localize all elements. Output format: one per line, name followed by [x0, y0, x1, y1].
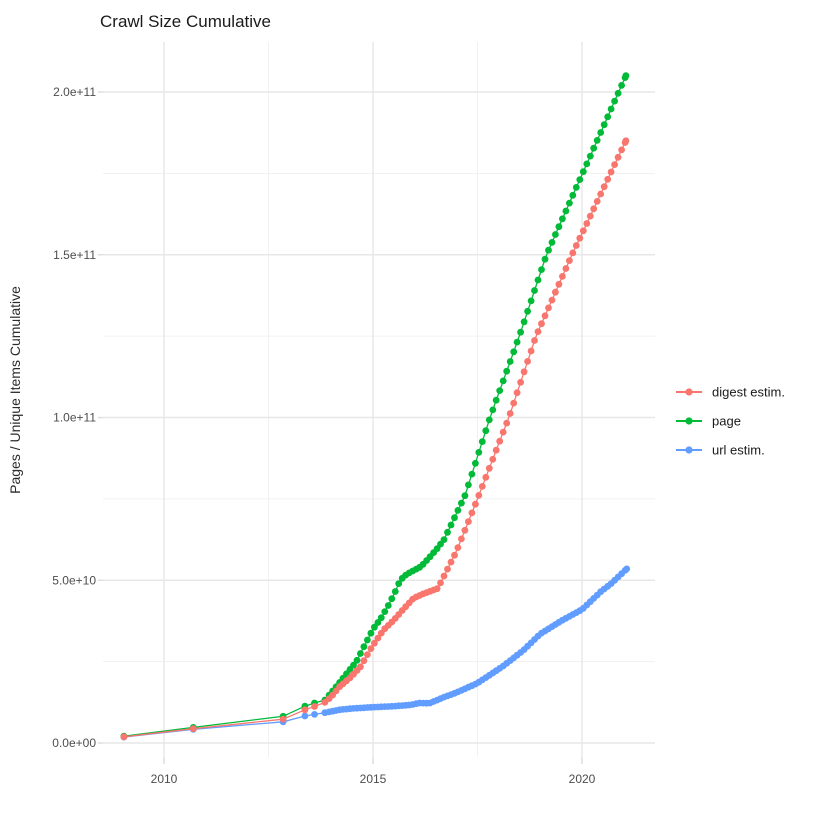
y-tick-label: 1.0e+11	[53, 411, 96, 425]
chart-title: Crawl Size Cumulative	[100, 12, 271, 31]
gridlines-major	[103, 42, 655, 757]
legend-label-url: url estim.	[712, 443, 765, 458]
series-points-page	[120, 72, 630, 740]
x-tick-label: 2010	[151, 772, 178, 786]
axis-ticks	[98, 91, 583, 764]
legend-key-dot-digest	[685, 388, 693, 396]
x-tick-label: 2020	[569, 772, 596, 786]
series-points	[120, 72, 631, 741]
y-tick-label: 0.0e+00	[52, 736, 96, 750]
y-tick-label: 2.0e+11	[53, 85, 96, 99]
x-tick-label: 2015	[360, 772, 387, 786]
series-line-digest-estim	[123, 140, 627, 738]
legend-key-dot-page	[685, 417, 693, 425]
legend-label-page: page	[712, 414, 741, 429]
legend-key-dot-url	[685, 446, 693, 454]
legend: digest estim. page url estim.	[676, 385, 785, 458]
x-axis-tick-labels: 2010 2015 2020	[151, 772, 596, 786]
y-axis-title: Pages / Unique Items Cumulative	[7, 286, 23, 494]
legend-item-page: page	[676, 414, 741, 429]
legend-item-digest-estim: digest estim.	[676, 385, 785, 400]
legend-label-digest: digest estim.	[712, 385, 785, 400]
legend-item-url-estim: url estim.	[676, 443, 765, 458]
series-points-digest-estim	[120, 137, 630, 741]
series-line-url-estim	[123, 568, 628, 738]
y-axis-tick-labels: 0.0e+00 5.0e+10 1.0e+11 1.5e+11 2.0e+11	[52, 85, 96, 750]
y-tick-label: 1.5e+11	[53, 248, 96, 262]
gridlines-minor	[103, 42, 655, 757]
series-points-url-estim	[120, 565, 631, 741]
y-tick-label: 5.0e+10	[52, 573, 96, 587]
